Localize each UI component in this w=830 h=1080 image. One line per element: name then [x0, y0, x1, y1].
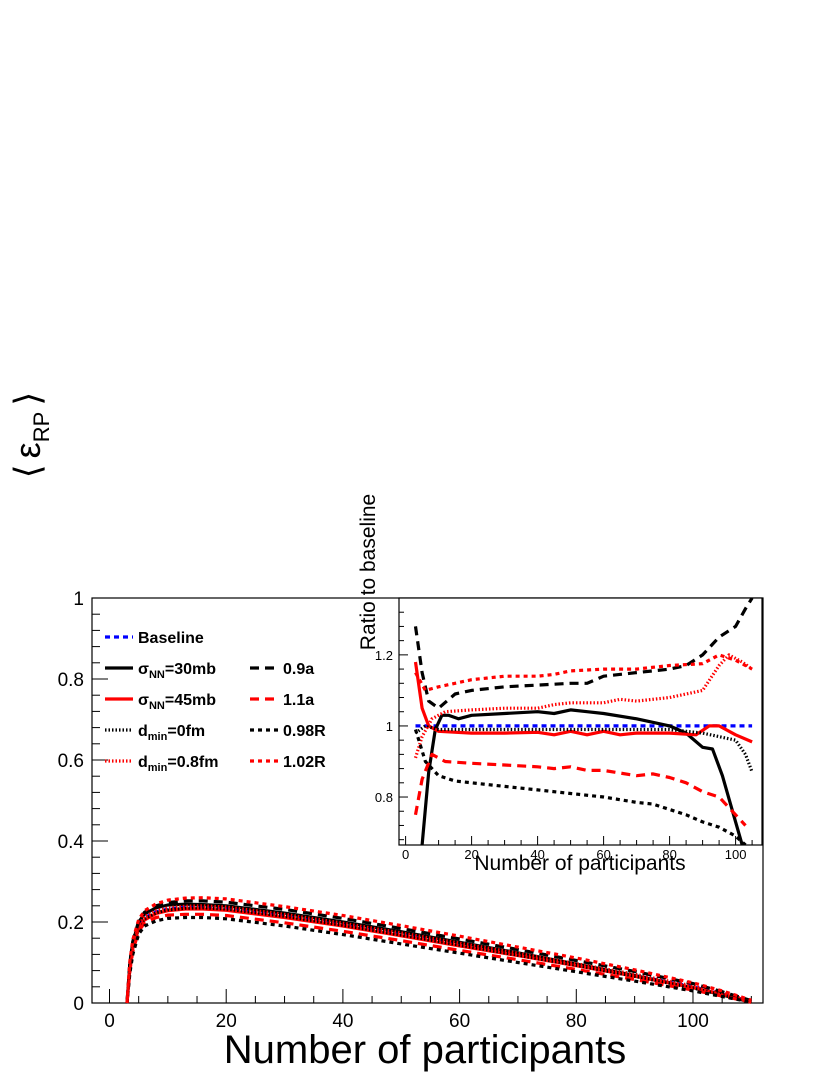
inset-series-line-5: [413, 653, 754, 759]
legend-label-a11: 1.1a: [283, 692, 314, 709]
main-x-tick-label: 20: [216, 1011, 237, 1032]
main-x-tick-label: 0: [104, 1011, 115, 1032]
main-y-tick-label: 0.2: [58, 913, 84, 934]
legend-label-suffix: =45mb: [165, 692, 216, 709]
legend-label-subscript: min: [148, 762, 168, 774]
legend-label-d0: dmin=0fm: [138, 723, 205, 743]
inset-y-tick-label: 1: [386, 719, 393, 734]
main-series-line-6: [125, 899, 752, 1004]
inset-series-line-9: [414, 653, 753, 693]
legend-label-main: 0.9a: [283, 661, 314, 678]
main-series-line-8: [125, 915, 752, 1004]
inset-series-line-7: [413, 752, 747, 827]
inset-series-line-8: [413, 729, 747, 845]
legend-label-main: d: [138, 754, 148, 771]
legend-label-suffix: =0fm: [167, 723, 205, 740]
legend-label-subscript: NN: [149, 669, 165, 681]
inset-series-line-2: [420, 708, 744, 845]
legend-label-main: 0.98R: [283, 723, 326, 740]
main-series-line-9: [125, 896, 752, 1004]
legend-label-suffix: =0.8fm: [167, 754, 218, 771]
main-series-line-4: [125, 906, 752, 1004]
main-series-line-3: [125, 907, 752, 1004]
inset-series-line-6: [413, 598, 754, 710]
main-ylabel-symbol: ε: [7, 442, 48, 458]
main-y-axis-title: ⟨ εRP ⟩: [7, 392, 54, 479]
main-ylabel-left-bracket: ⟨: [7, 464, 48, 478]
legend-label-s45: σNN=45mb: [138, 692, 216, 712]
main-ylabel: ⟨ εRP ⟩: [7, 392, 54, 479]
legend-label-main: Baseline: [138, 630, 204, 647]
legend-label-d08: dmin=0.8fm: [138, 754, 218, 774]
inset-x-tick-label: 40: [530, 847, 544, 862]
main-y-tick-label: 0.4: [58, 832, 85, 853]
main-xlabel: Number of participants: [224, 1028, 626, 1072]
inset-x-tick-label: 0: [402, 847, 409, 862]
inset-xlabel: Number of participants: [474, 852, 685, 875]
legend: BaselineσNN=30mbσNN=45mbdmin=0fmdmin=0.8…: [105, 630, 326, 774]
inset-frame: [398, 597, 763, 846]
main-y-tick-label: 0.8: [58, 670, 84, 691]
main-series-line-2: [125, 902, 752, 1004]
legend-label-r102: 1.02R: [283, 754, 326, 771]
inset-y-tick-label: 1.2: [375, 648, 393, 663]
inset-y-tick-label: 0.8: [375, 790, 393, 805]
inset-x-tick-label: 100: [725, 847, 747, 862]
inset-x-tick-label: 20: [464, 847, 478, 862]
inset-x-tick-label: 80: [662, 847, 676, 862]
main-x-tick-label: 80: [566, 1011, 587, 1032]
main-x-tick-label: 100: [677, 1011, 709, 1032]
legend-label-baseline: Baseline: [138, 630, 204, 647]
main-series-line-5: [125, 904, 752, 1004]
legend-label-r098: 0.98R: [283, 723, 326, 740]
legend-label-a09: 0.9a: [283, 661, 314, 678]
legend-label-main: d: [138, 723, 148, 740]
legend-label-suffix: =30mb: [165, 661, 216, 678]
legend-label-subscript: NN: [149, 700, 165, 712]
main-ylabel-right-bracket: ⟩: [7, 392, 48, 406]
legend-label-main: 1.02R: [283, 754, 326, 771]
main-ylabel-sub: RP: [29, 412, 54, 443]
main-x-tick-label: 60: [449, 1011, 470, 1032]
main-plot: 0 20 40 60 80 100 0 0.2 0.4 0.6 0.8 1: [58, 589, 764, 1032]
main-x-tick-label: 40: [332, 1011, 353, 1032]
main-y-tick-label: 1: [73, 589, 84, 610]
inset-ylabel: Ratio to baseline: [357, 494, 380, 650]
inset-x-tick-label: 60: [596, 847, 610, 862]
legend-label-main: 1.1a: [283, 692, 314, 709]
legend-label-s30: σNN=30mb: [138, 661, 216, 681]
main-series-line-1: [125, 905, 752, 1004]
legend-label-subscript: min: [148, 731, 168, 743]
legend-label-main: σ: [138, 692, 149, 709]
main-y-tick-label: 0.6: [58, 751, 84, 772]
main-y-tick-label: 0: [73, 994, 84, 1015]
inset-plot: 0 20 40 60 80 100 0.8 1 1.2: [375, 597, 763, 862]
main-series-line-7: [125, 912, 752, 1004]
inset-series-line-3: [413, 661, 753, 744]
legend-label-main: σ: [138, 661, 149, 678]
inset-series-group: [413, 598, 754, 845]
